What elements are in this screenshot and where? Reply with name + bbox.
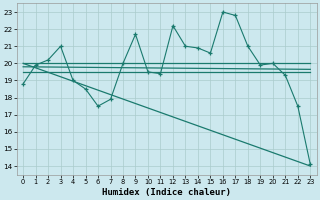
X-axis label: Humidex (Indice chaleur): Humidex (Indice chaleur) [102,188,231,197]
